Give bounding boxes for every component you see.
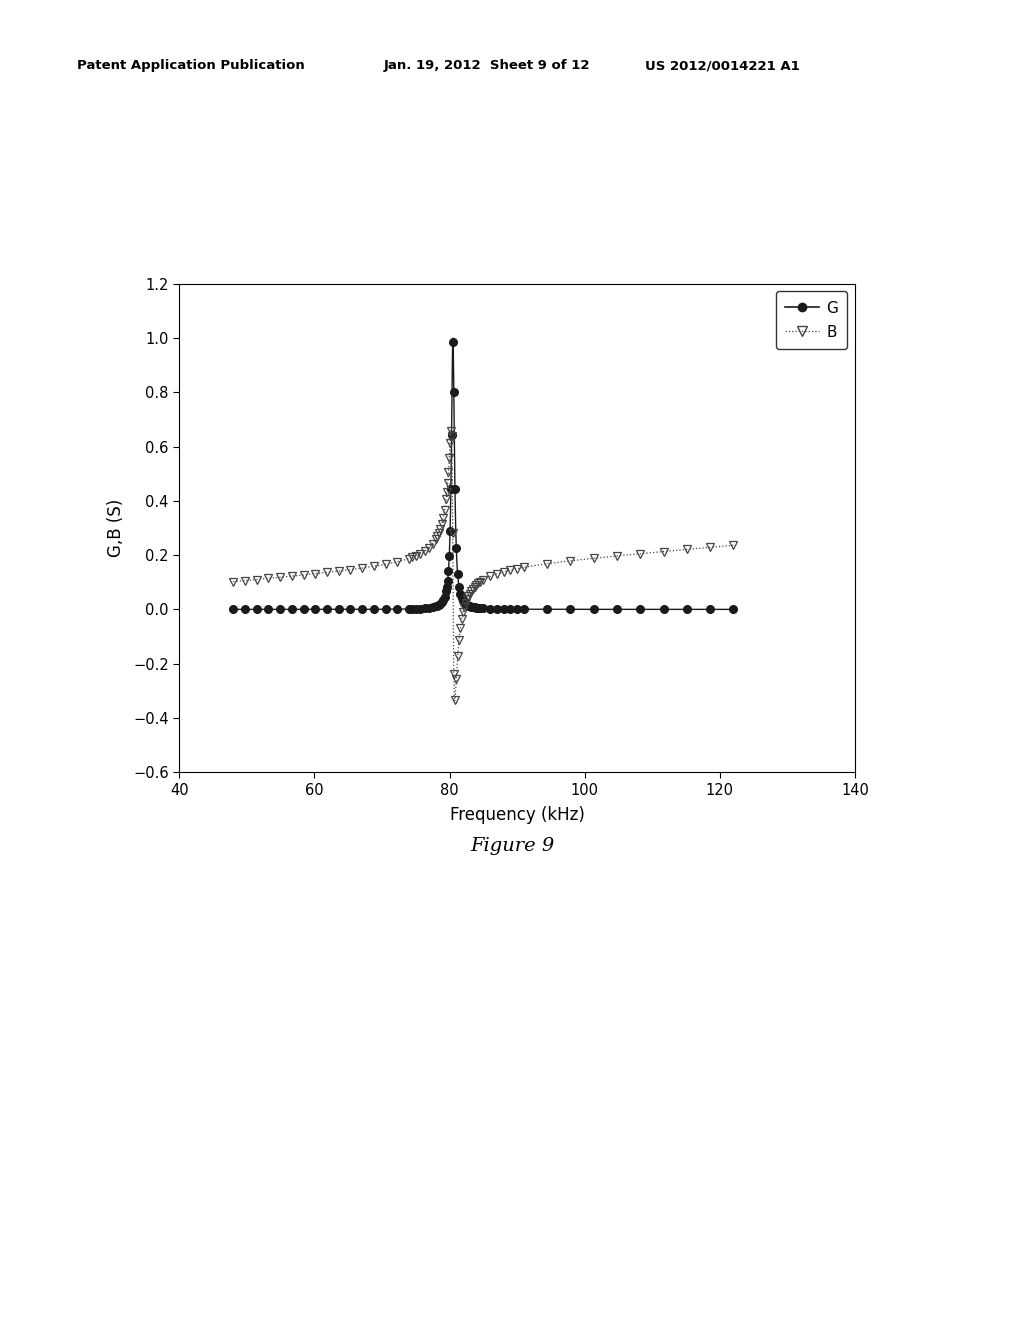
Legend: G, B: G, B (776, 292, 848, 348)
Text: Figure 9: Figure 9 (470, 837, 554, 855)
X-axis label: Frequency (kHz): Frequency (kHz) (450, 807, 585, 824)
Text: Patent Application Publication: Patent Application Publication (77, 59, 304, 73)
Text: US 2012/0014221 A1: US 2012/0014221 A1 (645, 59, 800, 73)
Text: Jan. 19, 2012  Sheet 9 of 12: Jan. 19, 2012 Sheet 9 of 12 (384, 59, 591, 73)
Y-axis label: G,B (S): G,B (S) (106, 499, 125, 557)
